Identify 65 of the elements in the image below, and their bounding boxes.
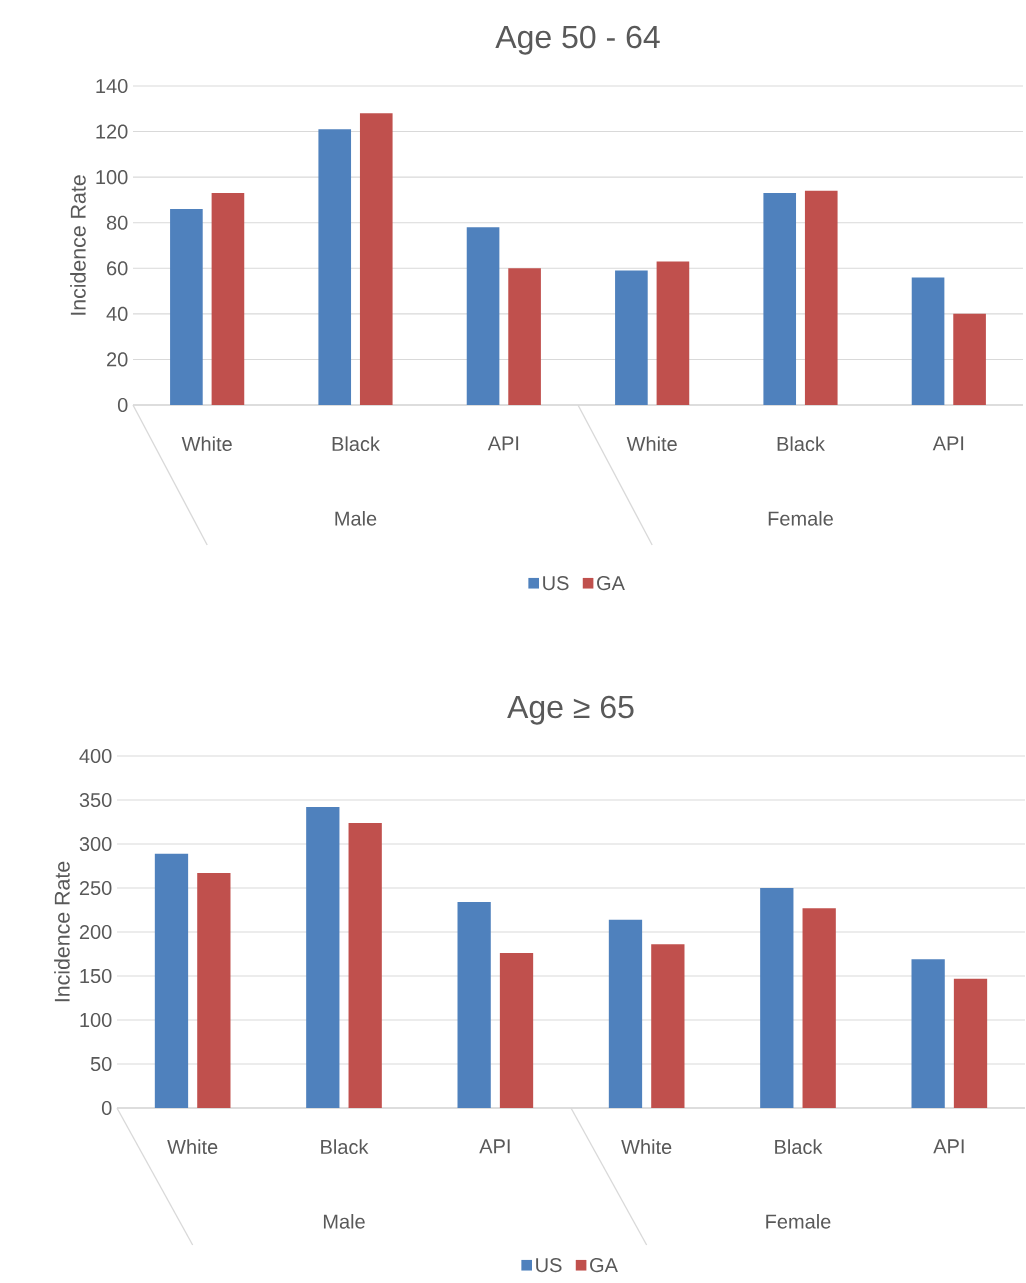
y-tick-label: 120 [96,124,128,139]
x-tick-label: White [181,436,232,452]
bar [805,190,838,405]
x-tick-label: API [933,1139,964,1154]
x-tick-label: White [621,1139,672,1155]
chart-title: Age 50 - 64 [495,25,660,55]
y-tick-label: 200 [80,924,112,940]
bar [348,822,382,1108]
y-axis-title: Incidence Rate [70,175,86,315]
y-tick-label: 0 [102,1100,112,1116]
text: Male [335,510,377,526]
x-tick-label: Black [775,1139,823,1155]
text: Female [766,1213,831,1229]
legend-label: GA [590,1258,619,1273]
bar [197,873,231,1108]
x-tick-label: Black [321,1139,369,1155]
x-tick-label: API [932,436,964,451]
y-tick-label: 250 [80,880,112,896]
bar [170,209,203,405]
y-tick-label: 140 [96,78,128,94]
x-tick-label: API [487,436,519,451]
bar [911,959,945,1108]
y-tick-label: 80 [107,215,128,230]
bar [155,853,189,1108]
y-tick-label: 100 [96,170,128,185]
x-tick-label: White [626,436,677,452]
y-tick-label: 0 [118,397,128,413]
bar [763,193,797,405]
bar [360,113,393,405]
chart-title: Age ≥ 65 [507,695,634,725]
bar [318,129,352,405]
bar [953,313,987,405]
y-tick-label: 150 [80,968,112,984]
y-tick-label: 50 [91,1056,112,1072]
text: Male [324,1213,365,1229]
y-axis-title: Incidence Rate [54,861,70,1002]
x-tick-label: White [167,1139,218,1155]
legend-label: US [536,1258,562,1273]
x-tick-label: Black [777,436,826,452]
bar [457,902,491,1108]
y-tick-label: 20 [107,352,128,367]
bar [760,888,794,1108]
y-tick-label: 300 [79,836,112,852]
text: Female [768,510,834,526]
x-tick-label: API [479,1139,510,1154]
legend-label: US [543,576,569,591]
bar [802,908,836,1108]
y-tick-label: 400 [79,748,112,764]
bar [306,807,340,1108]
bar [911,277,945,405]
bar [500,953,534,1108]
bar [651,944,685,1108]
y-tick-label: 60 [107,261,128,276]
bar [615,270,648,405]
x-tick-label: Black [332,436,381,452]
bar [466,227,500,405]
bar [508,268,542,405]
bar [609,919,643,1108]
bar [656,261,690,405]
bar [954,978,988,1108]
y-tick-label: 350 [79,792,112,808]
y-tick-label: 100 [80,1012,112,1028]
bar [211,193,245,405]
legend-label: GA [597,576,626,591]
y-tick-label: 40 [106,306,128,321]
